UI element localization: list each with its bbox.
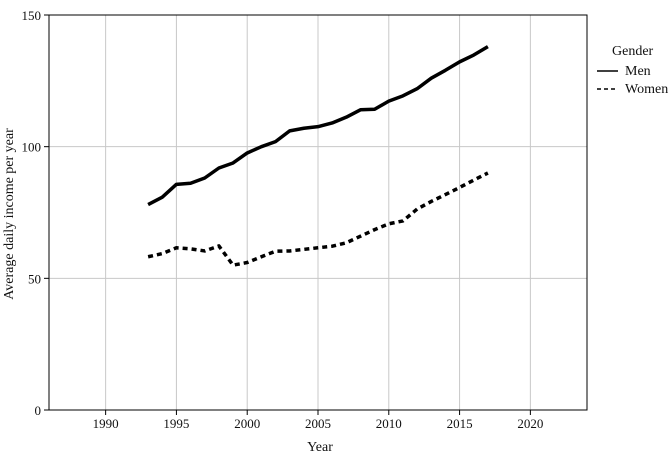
legend: Gender Men Women [597, 44, 668, 97]
axes [44, 14, 588, 415]
x-tick-label: 2005 [305, 416, 331, 431]
y-tick-label: 100 [22, 140, 42, 155]
x-tick-label: 2000 [234, 416, 260, 431]
x-tick-label: 1990 [93, 416, 119, 431]
y-axis-title: Average daily income per year [2, 128, 17, 300]
plot-frame [48, 14, 588, 411]
x-axis-title: Year [307, 440, 333, 455]
grid-lines [49, 14, 587, 410]
x-tick-label: 2015 [447, 416, 473, 431]
series-lines [147, 45, 489, 267]
y-tick-label: 50 [28, 271, 41, 286]
legend-title: Gender [612, 44, 654, 59]
x-tick-label: 2010 [376, 416, 402, 431]
x-tick-label: 2020 [517, 416, 543, 431]
y-tick-label: 0 [35, 403, 42, 418]
y-tick-label: 150 [22, 8, 42, 23]
tick-labels: 1990 1995 2000 2005 2010 2015 2020 0 50 100 150 [22, 8, 544, 431]
x-tick-label: 1995 [163, 416, 189, 431]
legend-label-men: Men [625, 64, 651, 79]
legend-label-women: Women [625, 82, 668, 97]
